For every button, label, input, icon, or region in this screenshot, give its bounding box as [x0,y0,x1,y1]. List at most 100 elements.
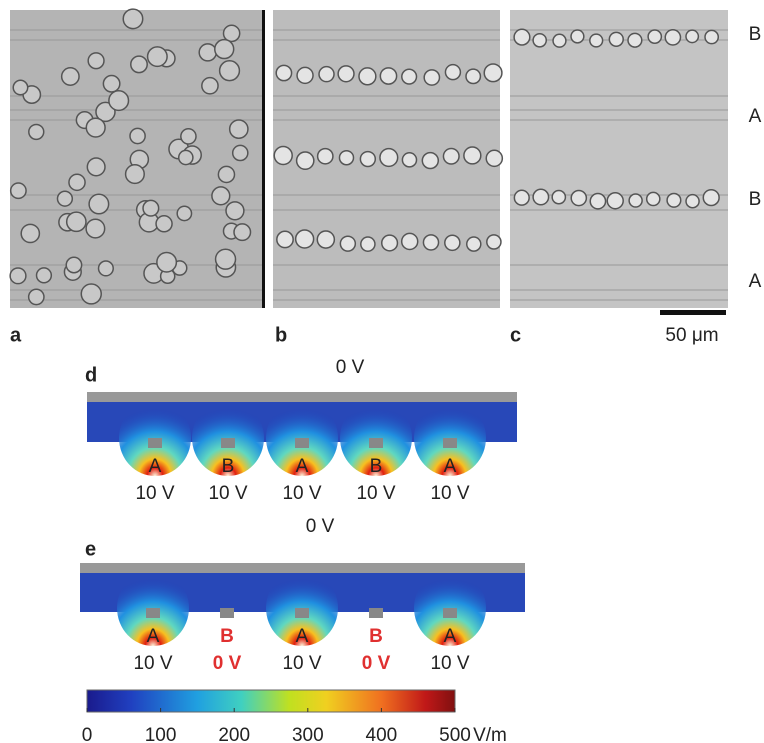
electrode-voltage: 10 V [430,483,469,504]
colorbar-tick-label: 400 [366,725,398,743]
electrode [221,438,235,448]
cell [10,268,26,284]
cell [226,202,244,220]
cell [647,192,660,205]
cell [445,65,460,80]
electrode [295,438,309,448]
cell [234,224,251,241]
cell [552,191,565,204]
top-voltage: 0 V [336,357,365,378]
cell [487,235,501,249]
divider [262,10,265,308]
cell [466,69,480,83]
cell [590,34,603,47]
cell [361,237,375,251]
cell [220,61,240,81]
cell [37,268,52,283]
cell [533,189,548,204]
cell [130,128,145,143]
electrode-voltage: 0 V [362,653,391,674]
cell [571,30,584,43]
electrode-name: B [222,456,235,477]
cell [29,289,44,304]
cell [514,29,530,45]
cell [382,235,398,251]
cell [380,68,396,84]
cell [109,91,129,111]
cell [233,145,248,160]
cell [665,30,680,45]
colorbar-tick-label: 500 [439,725,471,743]
cell [380,149,398,167]
cell [423,235,438,250]
cell [402,153,416,167]
cell [274,147,292,165]
row-label: B [749,24,762,45]
cell [338,66,354,82]
cell [67,212,86,231]
colorbar-tick-label: 300 [292,725,324,743]
cell [424,70,439,85]
electrode [369,438,383,448]
electrode-voltage: 10 V [282,653,321,674]
cell [212,187,230,205]
panel-label: c [510,324,521,346]
cell [215,40,234,59]
micrograph [510,10,728,308]
cell [686,195,699,208]
cell [143,200,159,216]
cell [297,152,314,169]
cell [123,9,142,28]
cell [57,191,72,206]
cell [199,44,216,61]
cell [402,233,418,249]
cell [629,194,642,207]
figure: 50 μm V/m abcBABAd0 VA10 VB10 VA10 VB10 … [0,0,764,743]
electrode-voltage: 10 V [208,483,247,504]
cell [276,65,291,80]
cell [486,150,502,166]
cell [533,34,546,47]
row-label: B [749,189,762,210]
cell [319,67,334,82]
electrode-voltage: 10 V [133,653,172,674]
cell [21,224,39,242]
cell [464,147,481,164]
cell [360,152,375,167]
colorbar-tick-label: 200 [218,725,250,743]
cell [703,190,719,206]
cell [202,78,218,94]
electrode-voltage: 10 V [356,483,395,504]
cell [514,190,529,205]
electrode-name: B [220,626,234,647]
cell [467,237,481,251]
cell [157,252,177,272]
electrode [295,608,309,618]
row-label: A [749,271,762,292]
cell [179,150,193,164]
cell [13,80,27,94]
electrode-voltage: 10 V [430,653,469,674]
cell [148,47,168,67]
colorbar [87,690,455,712]
cell [131,56,147,72]
cell [86,118,105,137]
electrode-voltage: 0 V [213,653,242,674]
top-voltage: 0 V [306,516,335,537]
cell [88,53,104,69]
electrode-name: A [296,626,309,647]
electrode [443,608,457,618]
cell [103,76,119,92]
cell [69,174,85,190]
panel-label: e [85,538,96,560]
cell [11,183,26,198]
cell [590,194,605,209]
cell [317,231,334,248]
cell [89,194,109,214]
cell [628,33,642,47]
cell [29,124,44,139]
electrode-name: A [149,456,162,477]
cell [126,165,145,184]
cell [177,206,191,220]
cell [296,230,314,248]
